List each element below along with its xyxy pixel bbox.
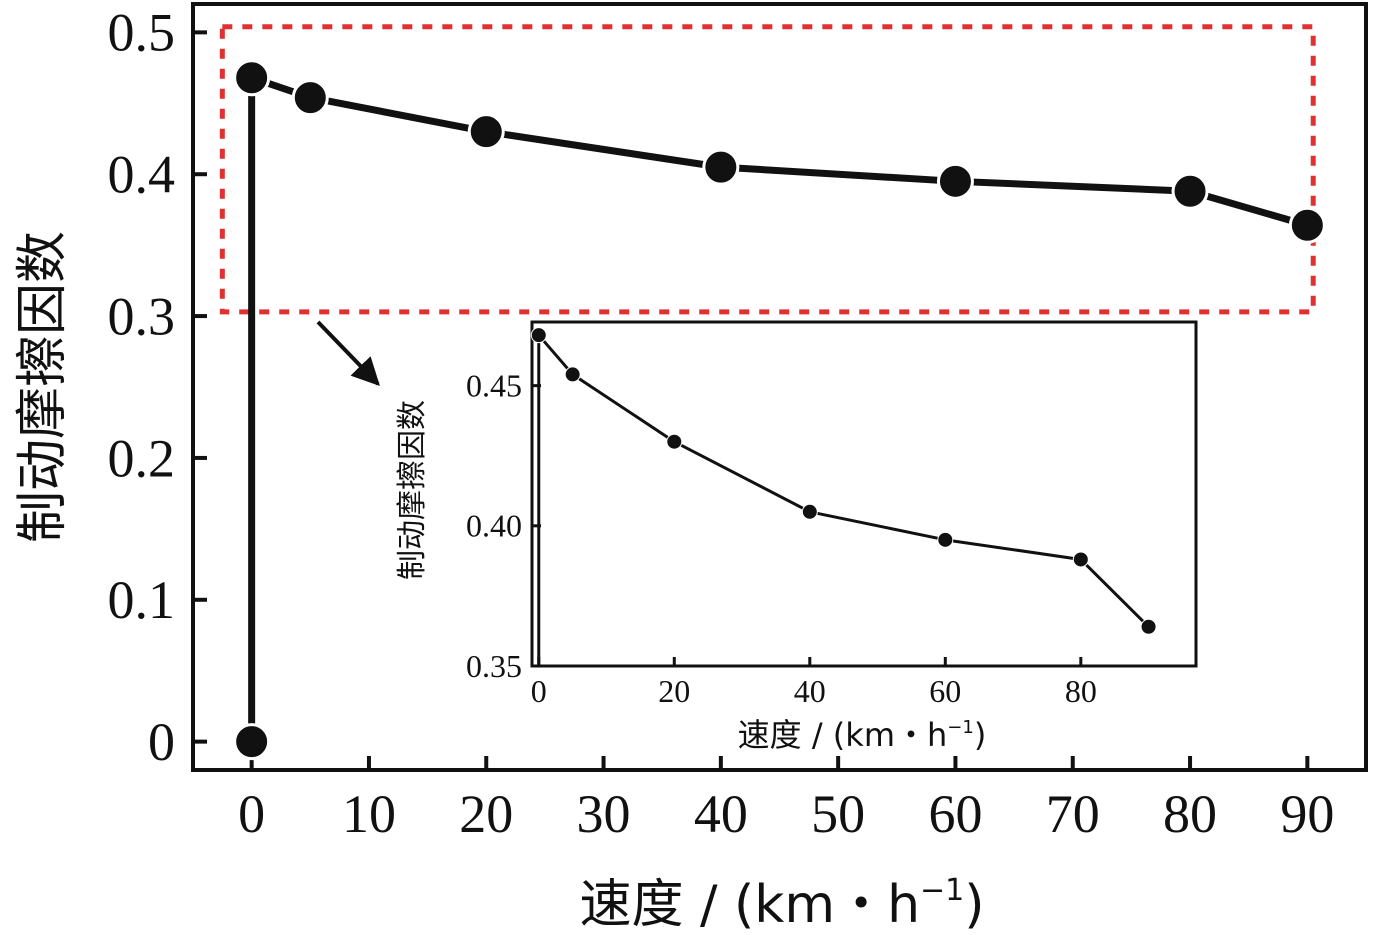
main-data-point xyxy=(233,723,271,761)
inset-x-axis-title-text: 速度 / (km・h xyxy=(738,716,948,754)
main-x-tick-label: 80 xyxy=(1163,784,1217,844)
main-plot: 0 10 20 30 40 50 60 70 80 90 0 0.1 0.2 0.3 0.4 0.5 制动摩擦… xyxy=(13,2,1368,935)
inset-x-tick-label: 20 xyxy=(658,673,690,709)
inset-x-tick-label: 60 xyxy=(929,673,961,709)
main-y-tick-label: 0.2 xyxy=(108,428,176,488)
main-x-tick-label: 70 xyxy=(1046,784,1100,844)
inset-x-axis-title-close: ) xyxy=(974,716,986,754)
main-y-tick-label: 0 xyxy=(148,712,175,772)
inset-pointer-arrow xyxy=(316,320,380,387)
main-x-tick-label: 0 xyxy=(238,784,265,844)
inset-data-point xyxy=(801,503,818,520)
main-data-point xyxy=(291,79,329,117)
inset-data-point xyxy=(937,531,954,548)
inset-series-line xyxy=(537,333,1150,666)
main-x-axis-title: 速度 / (km・h−1) xyxy=(579,873,984,935)
main-data-point xyxy=(1171,172,1209,210)
inset-x-tick-label: 80 xyxy=(1065,673,1097,709)
main-x-tick-label: 50 xyxy=(811,784,865,844)
main-ticks: 0 10 20 30 40 50 60 70 80 90 0 0.1 0.2 0.3 0.4 0.5 xyxy=(108,3,1335,844)
inset-data-point xyxy=(530,327,547,344)
main-data-point xyxy=(702,148,740,186)
main-x-tick-label: 30 xyxy=(577,784,631,844)
inset-series xyxy=(530,327,1157,666)
main-x-tick-label: 90 xyxy=(1280,784,1334,844)
main-data-point xyxy=(936,162,974,200)
main-series xyxy=(233,59,1326,761)
inset-y-tick-label: 0.35 xyxy=(466,648,522,684)
main-y-tick-label: 0.1 xyxy=(108,570,176,630)
inset-plot-frame xyxy=(530,320,1198,668)
main-data-point xyxy=(233,59,271,97)
inset-ticks: 0 20 40 60 80 0.35 0.40 0.45 xyxy=(466,368,1097,709)
inset-data-point xyxy=(1140,618,1157,635)
main-y-axis-title: 制动摩擦因数 xyxy=(13,231,73,543)
inset-y-tick-label: 0.40 xyxy=(466,508,522,544)
inset-data-point xyxy=(564,366,581,383)
main-y-tick-label: 0.5 xyxy=(108,3,176,63)
inset-y-axis-title: 制动摩擦因数 xyxy=(395,400,430,580)
main-x-tick-label: 40 xyxy=(694,784,748,844)
inset-data-point xyxy=(666,433,683,450)
main-data-point xyxy=(1288,206,1326,244)
main-y-tick-label: 0.4 xyxy=(108,145,176,205)
main-data-point xyxy=(467,113,505,151)
inset-y-tick-label: 0.45 xyxy=(466,368,522,404)
main-x-axis-title-sup: −1 xyxy=(920,873,964,908)
main-x-tick-label: 10 xyxy=(342,784,396,844)
main-x-tick-label: 60 xyxy=(928,784,982,844)
main-plot-frame xyxy=(191,2,1368,772)
inset-x-axis-title: 速度 / (km・h−1) xyxy=(738,716,987,754)
main-y-tick-label: 0.3 xyxy=(108,286,176,346)
highlight-region xyxy=(219,24,1316,315)
main-x-axis-title-text: 速度 / (km・h xyxy=(579,875,920,935)
main-x-tick-label: 20 xyxy=(459,784,513,844)
inset-plot: 0 20 40 60 80 0.35 0.40 0.45 制动摩擦因数 速度 / (km・h−… xyxy=(395,320,1198,754)
inset-x-axis-title-sup: −1 xyxy=(947,717,974,738)
inset-data-point xyxy=(1072,551,1089,568)
highlight-box xyxy=(219,24,1316,315)
main-x-axis-title-close: ) xyxy=(964,875,984,935)
inset-x-tick-label: 0 xyxy=(531,673,547,709)
inset-x-tick-label: 40 xyxy=(794,673,826,709)
